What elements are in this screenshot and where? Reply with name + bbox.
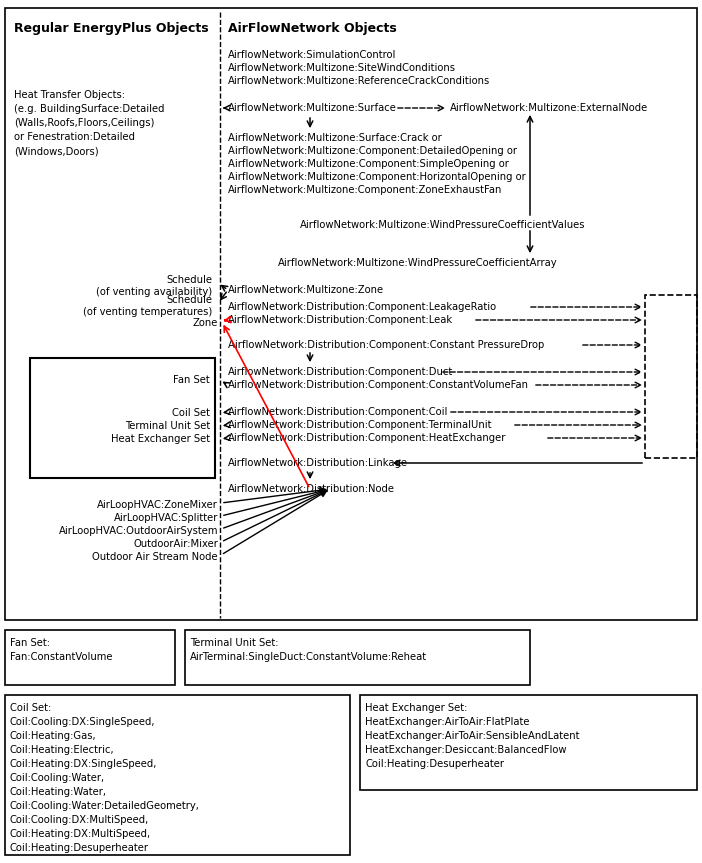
Text: Coil:Heating:Desuperheater: Coil:Heating:Desuperheater [365, 759, 504, 769]
Text: AirflowNetwork:Distribution:Linkage: AirflowNetwork:Distribution:Linkage [228, 458, 408, 468]
Text: AirflowNetwork:Multizone:Component:ZoneExhaustFan: AirflowNetwork:Multizone:Component:ZoneE… [228, 185, 503, 195]
Text: AirflowNetwork:Multizone:WindPressureCoefficientArray: AirflowNetwork:Multizone:WindPressureCoe… [278, 258, 557, 268]
Text: HeatExchanger:AirToAir:SensibleAndLatent: HeatExchanger:AirToAir:SensibleAndLatent [365, 731, 579, 741]
Text: AirLoopHVAC:Splitter: AirLoopHVAC:Splitter [114, 513, 218, 523]
Text: Heat Exchanger Set:: Heat Exchanger Set: [365, 703, 468, 713]
Text: AirLoopHVAC:ZoneMixer: AirLoopHVAC:ZoneMixer [97, 500, 218, 510]
Bar [5, 630, 175, 685]
Text: Coil Set:: Coil Set: [10, 703, 51, 713]
Text: Fan:ConstantVolume: Fan:ConstantVolume [10, 652, 112, 662]
Text: AirflowNetwork:Distribution:Component:HeatExchanger: AirflowNetwork:Distribution:Component:He… [228, 433, 506, 443]
Text: AirflowNetwork:Distribution:Component:Constant PressureDrop: AirflowNetwork:Distribution:Component:Co… [228, 340, 544, 350]
Text: Coil:Cooling:Water:DetailedGeometry,: Coil:Cooling:Water:DetailedGeometry, [10, 801, 200, 811]
Bar [30, 358, 215, 478]
Text: AirflowNetwork:Distribution:Component:Coil: AirflowNetwork:Distribution:Component:Co… [228, 407, 449, 417]
Text: Coil:Heating:Desuperheater: Coil:Heating:Desuperheater [10, 843, 149, 853]
Text: AirflowNetwork:Multizone:ExternalNode: AirflowNetwork:Multizone:ExternalNode [450, 103, 648, 113]
Text: HeatExchanger:Desiccant:BalancedFlow: HeatExchanger:Desiccant:BalancedFlow [365, 745, 567, 755]
Text: Terminal Unit Set:: Terminal Unit Set: [190, 638, 279, 648]
Bar [5, 695, 350, 855]
Bar [185, 630, 530, 685]
Text: AirflowNetwork:Multizone:ReferenceCrackConditions: AirflowNetwork:Multizone:ReferenceCrackC… [228, 76, 490, 86]
Text: Coil:Heating:Gas,: Coil:Heating:Gas, [10, 731, 97, 741]
Text: Fan Set: Fan Set [173, 375, 210, 385]
Text: AirFlowNetwork Objects: AirFlowNetwork Objects [228, 22, 397, 35]
Bar [5, 8, 697, 620]
Text: AirflowNetwork:Distribution:Component:LeakageRatio: AirflowNetwork:Distribution:Component:Le… [228, 302, 497, 312]
Bar [360, 695, 697, 790]
Text: Coil:Cooling:DX:SingleSpeed,: Coil:Cooling:DX:SingleSpeed, [10, 717, 156, 727]
Text: AirflowNetwork:SimulationControl: AirflowNetwork:SimulationControl [228, 50, 397, 60]
Text: Zone: Zone [192, 318, 218, 328]
Text: AirflowNetwork:Distribution:Component:Leak: AirflowNetwork:Distribution:Component:Le… [228, 315, 453, 325]
Text: AirflowNetwork:Multizone:Surface:Crack or: AirflowNetwork:Multizone:Surface:Crack o… [228, 133, 442, 143]
Text: AirflowNetwork:Multizone:Component:HorizontalOpening or: AirflowNetwork:Multizone:Component:Horiz… [228, 172, 526, 182]
Text: AirTerminal:SingleDuct:ConstantVolume:Reheat: AirTerminal:SingleDuct:ConstantVolume:Re… [190, 652, 427, 662]
Text: Outdoor Air Stream Node: Outdoor Air Stream Node [93, 552, 218, 562]
Text: AirflowNetwork:Distribution:Component:Duct: AirflowNetwork:Distribution:Component:Du… [228, 367, 453, 377]
Text: Fan Set:: Fan Set: [10, 638, 50, 648]
Text: Heat Transfer Objects:
(e.g. BuildingSurface:Detailed
(Walls,Roofs,Floors,Ceilin: Heat Transfer Objects: (e.g. BuildingSur… [14, 90, 164, 156]
Text: Schedule
(of venting temperatures): Schedule (of venting temperatures) [83, 295, 212, 317]
Text: Coil:Heating:Water,: Coil:Heating:Water, [10, 787, 107, 797]
Text: AirflowNetwork:Distribution:Component:ConstantVolumeFan: AirflowNetwork:Distribution:Component:Co… [228, 380, 529, 390]
Text: OutdoorAir:Mixer: OutdoorAir:Mixer [133, 539, 218, 549]
Text: Coil:Cooling:Water,: Coil:Cooling:Water, [10, 773, 105, 783]
Text: Schedule
(of venting availability): Schedule (of venting availability) [96, 275, 212, 297]
Text: AirflowNetwork:Multizone:SiteWindConditions: AirflowNetwork:Multizone:SiteWindConditi… [228, 63, 456, 73]
Bar [645, 295, 697, 458]
Text: Coil Set: Coil Set [172, 408, 210, 418]
Text: AirflowNetwork:Multizone:Component:SimpleOpening or: AirflowNetwork:Multizone:Component:Simpl… [228, 159, 509, 169]
Text: HeatExchanger:AirToAir:FlatPlate: HeatExchanger:AirToAir:FlatPlate [365, 717, 529, 727]
Text: AirflowNetwork:Distribution:Component:TerminalUnit: AirflowNetwork:Distribution:Component:Te… [228, 420, 493, 430]
Text: Regular EnergyPlus Objects: Regular EnergyPlus Objects [14, 22, 208, 35]
Text: AirflowNetwork:Multizone:WindPressureCoefficientValues: AirflowNetwork:Multizone:WindPressureCoe… [300, 220, 585, 230]
Text: Heat Exchanger Set: Heat Exchanger Set [111, 434, 210, 444]
Text: AirflowNetwork:Distribution:Node: AirflowNetwork:Distribution:Node [228, 484, 395, 494]
Text: AirLoopHVAC:OutdoorAirSystem: AirLoopHVAC:OutdoorAirSystem [58, 526, 218, 536]
Text: Coil:Cooling:DX:MultiSpeed,: Coil:Cooling:DX:MultiSpeed, [10, 815, 150, 825]
Text: Coil:Heating:DX:SingleSpeed,: Coil:Heating:DX:SingleSpeed, [10, 759, 157, 769]
Text: AirflowNetwork:Multizone:Zone: AirflowNetwork:Multizone:Zone [228, 285, 384, 295]
Text: AirflowNetwork:Multizone:Component:DetailedOpening or: AirflowNetwork:Multizone:Component:Detai… [228, 146, 517, 156]
Text: Coil:Heating:DX:MultiSpeed,: Coil:Heating:DX:MultiSpeed, [10, 829, 151, 839]
Text: AirflowNetwork:Multizone:Surface: AirflowNetwork:Multizone:Surface [228, 103, 397, 113]
Text: Terminal Unit Set: Terminal Unit Set [125, 421, 210, 431]
Text: Coil:Heating:Electric,: Coil:Heating:Electric, [10, 745, 114, 755]
